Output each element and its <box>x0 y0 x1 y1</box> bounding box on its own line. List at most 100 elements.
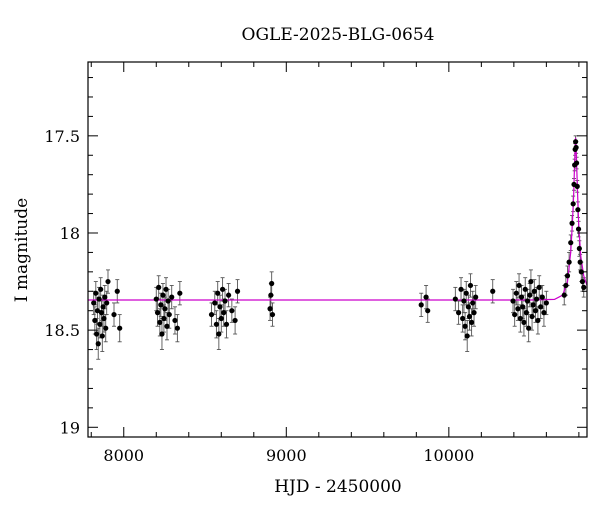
data-point <box>161 315 167 322</box>
data-point <box>516 282 522 289</box>
data-point <box>541 310 547 316</box>
data-point <box>573 160 580 166</box>
data-point <box>213 321 220 327</box>
data-point <box>418 302 424 308</box>
data-point <box>513 290 519 296</box>
data-point <box>520 304 526 310</box>
data-point <box>269 311 276 318</box>
data-point <box>536 284 542 290</box>
data-point <box>166 311 172 318</box>
data-point <box>526 325 532 331</box>
model-curve <box>88 137 588 301</box>
data-point <box>174 325 180 331</box>
data-point <box>94 308 101 314</box>
data-point <box>221 310 227 316</box>
data-point <box>92 317 98 324</box>
data-point <box>212 300 218 306</box>
data-point <box>532 308 539 314</box>
data-point <box>464 333 470 339</box>
data-point <box>452 296 458 302</box>
data-point <box>521 319 527 325</box>
data-point <box>114 288 120 294</box>
data-point <box>461 298 467 304</box>
data-point <box>93 290 99 296</box>
data-point <box>153 296 159 302</box>
data-point <box>470 300 476 306</box>
y-axis: 17.5 18 18.5 19 <box>44 77 587 437</box>
data-point <box>517 315 523 322</box>
data-point <box>172 317 178 324</box>
y-tick-label: 18.5 <box>44 321 80 340</box>
data-point <box>463 290 469 296</box>
data-point <box>165 298 171 304</box>
data-point <box>169 294 175 300</box>
data-point <box>570 201 576 207</box>
data-point <box>471 310 477 316</box>
data-point <box>568 240 574 246</box>
data-point <box>569 220 575 226</box>
data-point <box>581 284 587 290</box>
data-point <box>96 296 102 302</box>
data-point <box>574 183 580 189</box>
data-point <box>91 300 97 306</box>
data-point <box>534 296 540 302</box>
data-point <box>462 323 468 329</box>
data-point <box>98 286 104 292</box>
data-point <box>467 282 474 289</box>
data-point <box>97 321 103 327</box>
data-point <box>527 292 533 298</box>
y-tick-label: 18 <box>60 224 80 243</box>
data-point <box>94 331 100 337</box>
data-point <box>101 315 107 322</box>
x-tick-label: 8000 <box>103 446 144 465</box>
data-point <box>579 278 586 285</box>
data-point <box>573 144 579 151</box>
data-point <box>530 302 536 308</box>
data-point <box>208 311 215 318</box>
data-point <box>104 300 110 306</box>
data-point <box>98 310 105 316</box>
data-point <box>510 298 516 304</box>
data-point <box>217 304 223 310</box>
data-point <box>105 278 111 285</box>
data-point <box>539 294 545 300</box>
data-point <box>234 288 241 294</box>
data-point <box>160 292 166 298</box>
data-point <box>223 321 230 327</box>
data-point <box>162 306 168 312</box>
data-point <box>99 333 105 339</box>
data-point <box>267 306 273 312</box>
data-point <box>177 290 183 296</box>
data-point <box>575 226 582 232</box>
data-point <box>225 292 232 298</box>
data-point <box>473 294 479 300</box>
data-point <box>518 294 525 300</box>
data-point <box>529 313 535 320</box>
data-point <box>157 319 163 325</box>
data-point <box>154 310 161 316</box>
data-point <box>95 341 101 347</box>
data-point <box>219 286 226 292</box>
data-point <box>215 290 221 296</box>
model-curve-layer <box>88 137 588 301</box>
data-point <box>575 207 581 213</box>
data-point <box>578 269 584 275</box>
data-point <box>523 310 529 316</box>
data-point <box>528 278 534 285</box>
data-point <box>159 331 165 337</box>
data-point <box>564 273 571 279</box>
data-point <box>460 315 466 322</box>
data-point <box>269 280 275 287</box>
plot-frame <box>87 61 588 438</box>
data-point <box>100 304 106 310</box>
data-point <box>102 294 108 300</box>
x-axis-label: HJD - 2450000 <box>274 477 402 497</box>
x-axis: 8000 9000 10000 <box>90 62 580 465</box>
data-point <box>218 315 224 322</box>
data-point <box>576 245 582 252</box>
data-point <box>425 308 431 314</box>
data-point <box>455 310 462 316</box>
data-point <box>466 313 473 320</box>
data-point <box>465 304 471 310</box>
data-point <box>232 317 238 324</box>
